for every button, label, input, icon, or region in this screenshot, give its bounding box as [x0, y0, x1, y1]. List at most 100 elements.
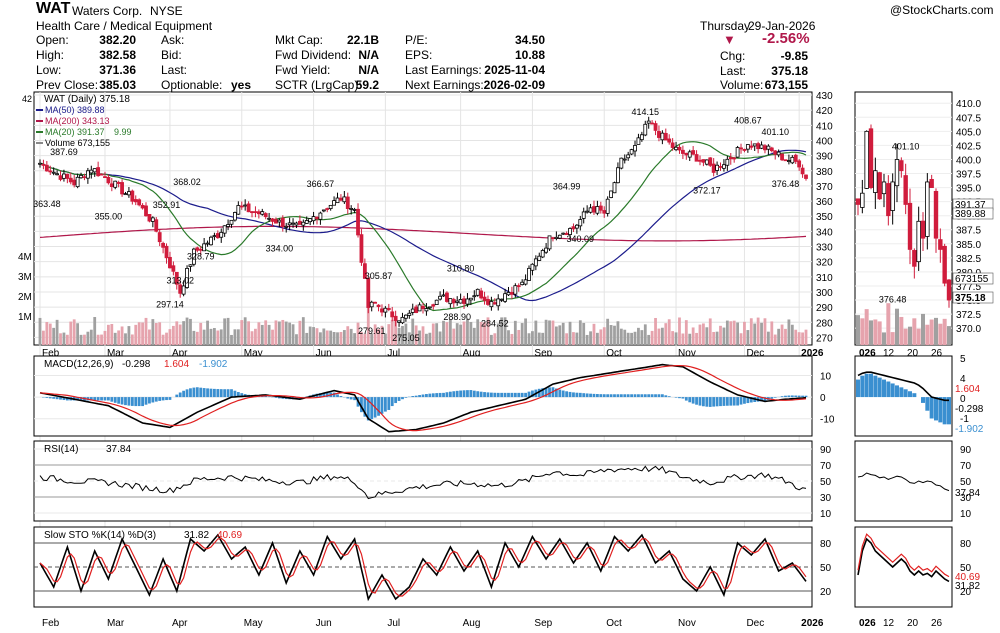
candle-body	[752, 143, 757, 147]
macd-histogram-bar	[794, 395, 798, 398]
price-tick-label: 310	[816, 273, 833, 284]
candle-body	[92, 168, 97, 173]
candle-body	[574, 224, 579, 229]
volume-bar	[582, 322, 586, 345]
macd-histogram-bar	[219, 389, 223, 398]
quote-value: 2025-11-04	[484, 63, 545, 77]
candle-body	[181, 285, 186, 295]
macd-histogram-bar	[394, 397, 398, 404]
candle-body	[800, 167, 805, 175]
zoom-rsi-line	[857, 472, 950, 492]
volume-bar	[640, 330, 644, 345]
macd-histogram-bar	[688, 397, 692, 403]
x-axis-label: Oct	[606, 348, 622, 359]
volume-bar	[489, 334, 493, 345]
volume-bar	[404, 323, 408, 345]
zoom-macd-bar	[938, 397, 943, 423]
macd-histogram-bar	[660, 394, 664, 398]
volume-bar	[315, 328, 319, 345]
zoom-macd-bar	[882, 379, 886, 398]
macd-histogram-bar	[695, 397, 698, 405]
macd-histogram-bar	[524, 392, 527, 398]
x-axis-label-bottom: Oct	[606, 618, 622, 629]
price-tick-label: 320	[816, 258, 833, 269]
volume-bar	[332, 332, 336, 345]
macd-histogram-bar	[363, 397, 367, 417]
macd-histogram-bar	[226, 389, 230, 398]
macd-histogram-bar	[230, 389, 233, 398]
zoom-tick-label: 377.5	[956, 282, 981, 293]
candle-body	[250, 211, 254, 214]
macd-histogram-bar	[377, 397, 380, 416]
candle-body	[472, 295, 477, 298]
volume-bar	[725, 320, 729, 345]
volume-bar	[213, 328, 216, 345]
volume-bar	[435, 323, 439, 345]
volume-bar	[524, 318, 527, 345]
zoom-tick-label: 402.5	[956, 141, 981, 152]
zoom-volume-bar	[916, 328, 921, 345]
quote-value: 382.58	[99, 48, 136, 62]
rsi-tick-label: 90	[820, 445, 832, 456]
x-axis-label-bottom: 2026	[801, 618, 824, 629]
macd-histogram-bar	[281, 397, 285, 399]
sto-k-value: 31.82	[184, 530, 209, 541]
volume-bar	[602, 327, 606, 345]
candle-body	[236, 205, 241, 215]
x-axis-label: Mar	[107, 348, 125, 359]
zoom-rsi-label: 37.84	[955, 488, 980, 499]
zoom-candle-body	[912, 250, 917, 267]
price-chart-title: WAT (Daily) 375.18	[44, 94, 130, 105]
macd-histogram-bar	[541, 388, 545, 398]
price-annotation: 366.67	[307, 179, 335, 189]
macd-histogram-bar	[462, 390, 466, 398]
candle-body	[537, 255, 542, 261]
x-axis-label: Nov	[678, 348, 696, 359]
copyright: @StockCharts.com	[890, 3, 994, 17]
volume-bar	[154, 323, 158, 345]
macd-histogram-bar	[189, 388, 192, 398]
quote-row: High: 382.58	[36, 48, 136, 63]
macd-histogram-bar	[202, 388, 206, 398]
quote-row: SCTR (LrgCap): 59.2	[275, 78, 379, 93]
candle-body	[89, 169, 94, 174]
macd-histogram-bar	[619, 394, 623, 398]
macd-histogram-bar	[148, 397, 151, 404]
zoom-macd-label: 1.604	[955, 384, 980, 395]
volume-bar	[230, 334, 233, 345]
zoom-annotation: 401.10	[892, 141, 920, 151]
macd-histogram-bar	[209, 388, 213, 398]
x-axis-label: Jul	[387, 348, 400, 359]
volume-bar	[739, 333, 743, 345]
macd-histogram-bar	[589, 393, 592, 398]
candle-body	[345, 196, 350, 209]
quote-row: P/E: 34.50	[405, 33, 545, 48]
macd-histogram-bar	[397, 397, 401, 401]
volume-bar	[161, 334, 165, 345]
macd-tick-label: -10	[820, 415, 835, 426]
zoom-sto-k-line	[857, 537, 950, 583]
candle-body	[120, 182, 124, 195]
quote-row: Last:	[161, 63, 251, 78]
zoom-macd-tick: 5	[960, 354, 966, 365]
x-axis-label-bottom: Aug	[463, 618, 481, 629]
macd-histogram-bar	[572, 392, 575, 398]
candle-body	[342, 196, 347, 203]
candle-body	[38, 162, 42, 165]
candle-body	[739, 147, 743, 150]
quote-row: Last Earnings: 2025-11-04	[405, 63, 545, 78]
rsi-tick-label: 70	[820, 461, 832, 472]
macd-histogram-bar	[479, 391, 483, 398]
volume-bar	[766, 331, 770, 345]
candle-body	[260, 211, 265, 215]
volume-bar	[787, 319, 791, 345]
macd-histogram-bar	[370, 397, 374, 420]
candle-body	[205, 242, 210, 245]
price-tick-label: 380	[816, 167, 833, 178]
zoom-volume-bar	[856, 315, 860, 345]
macd-histogram-bar	[691, 397, 695, 404]
candle-body	[554, 236, 559, 239]
macd-histogram-bar	[425, 394, 428, 398]
macd-histogram-bar	[383, 397, 387, 412]
